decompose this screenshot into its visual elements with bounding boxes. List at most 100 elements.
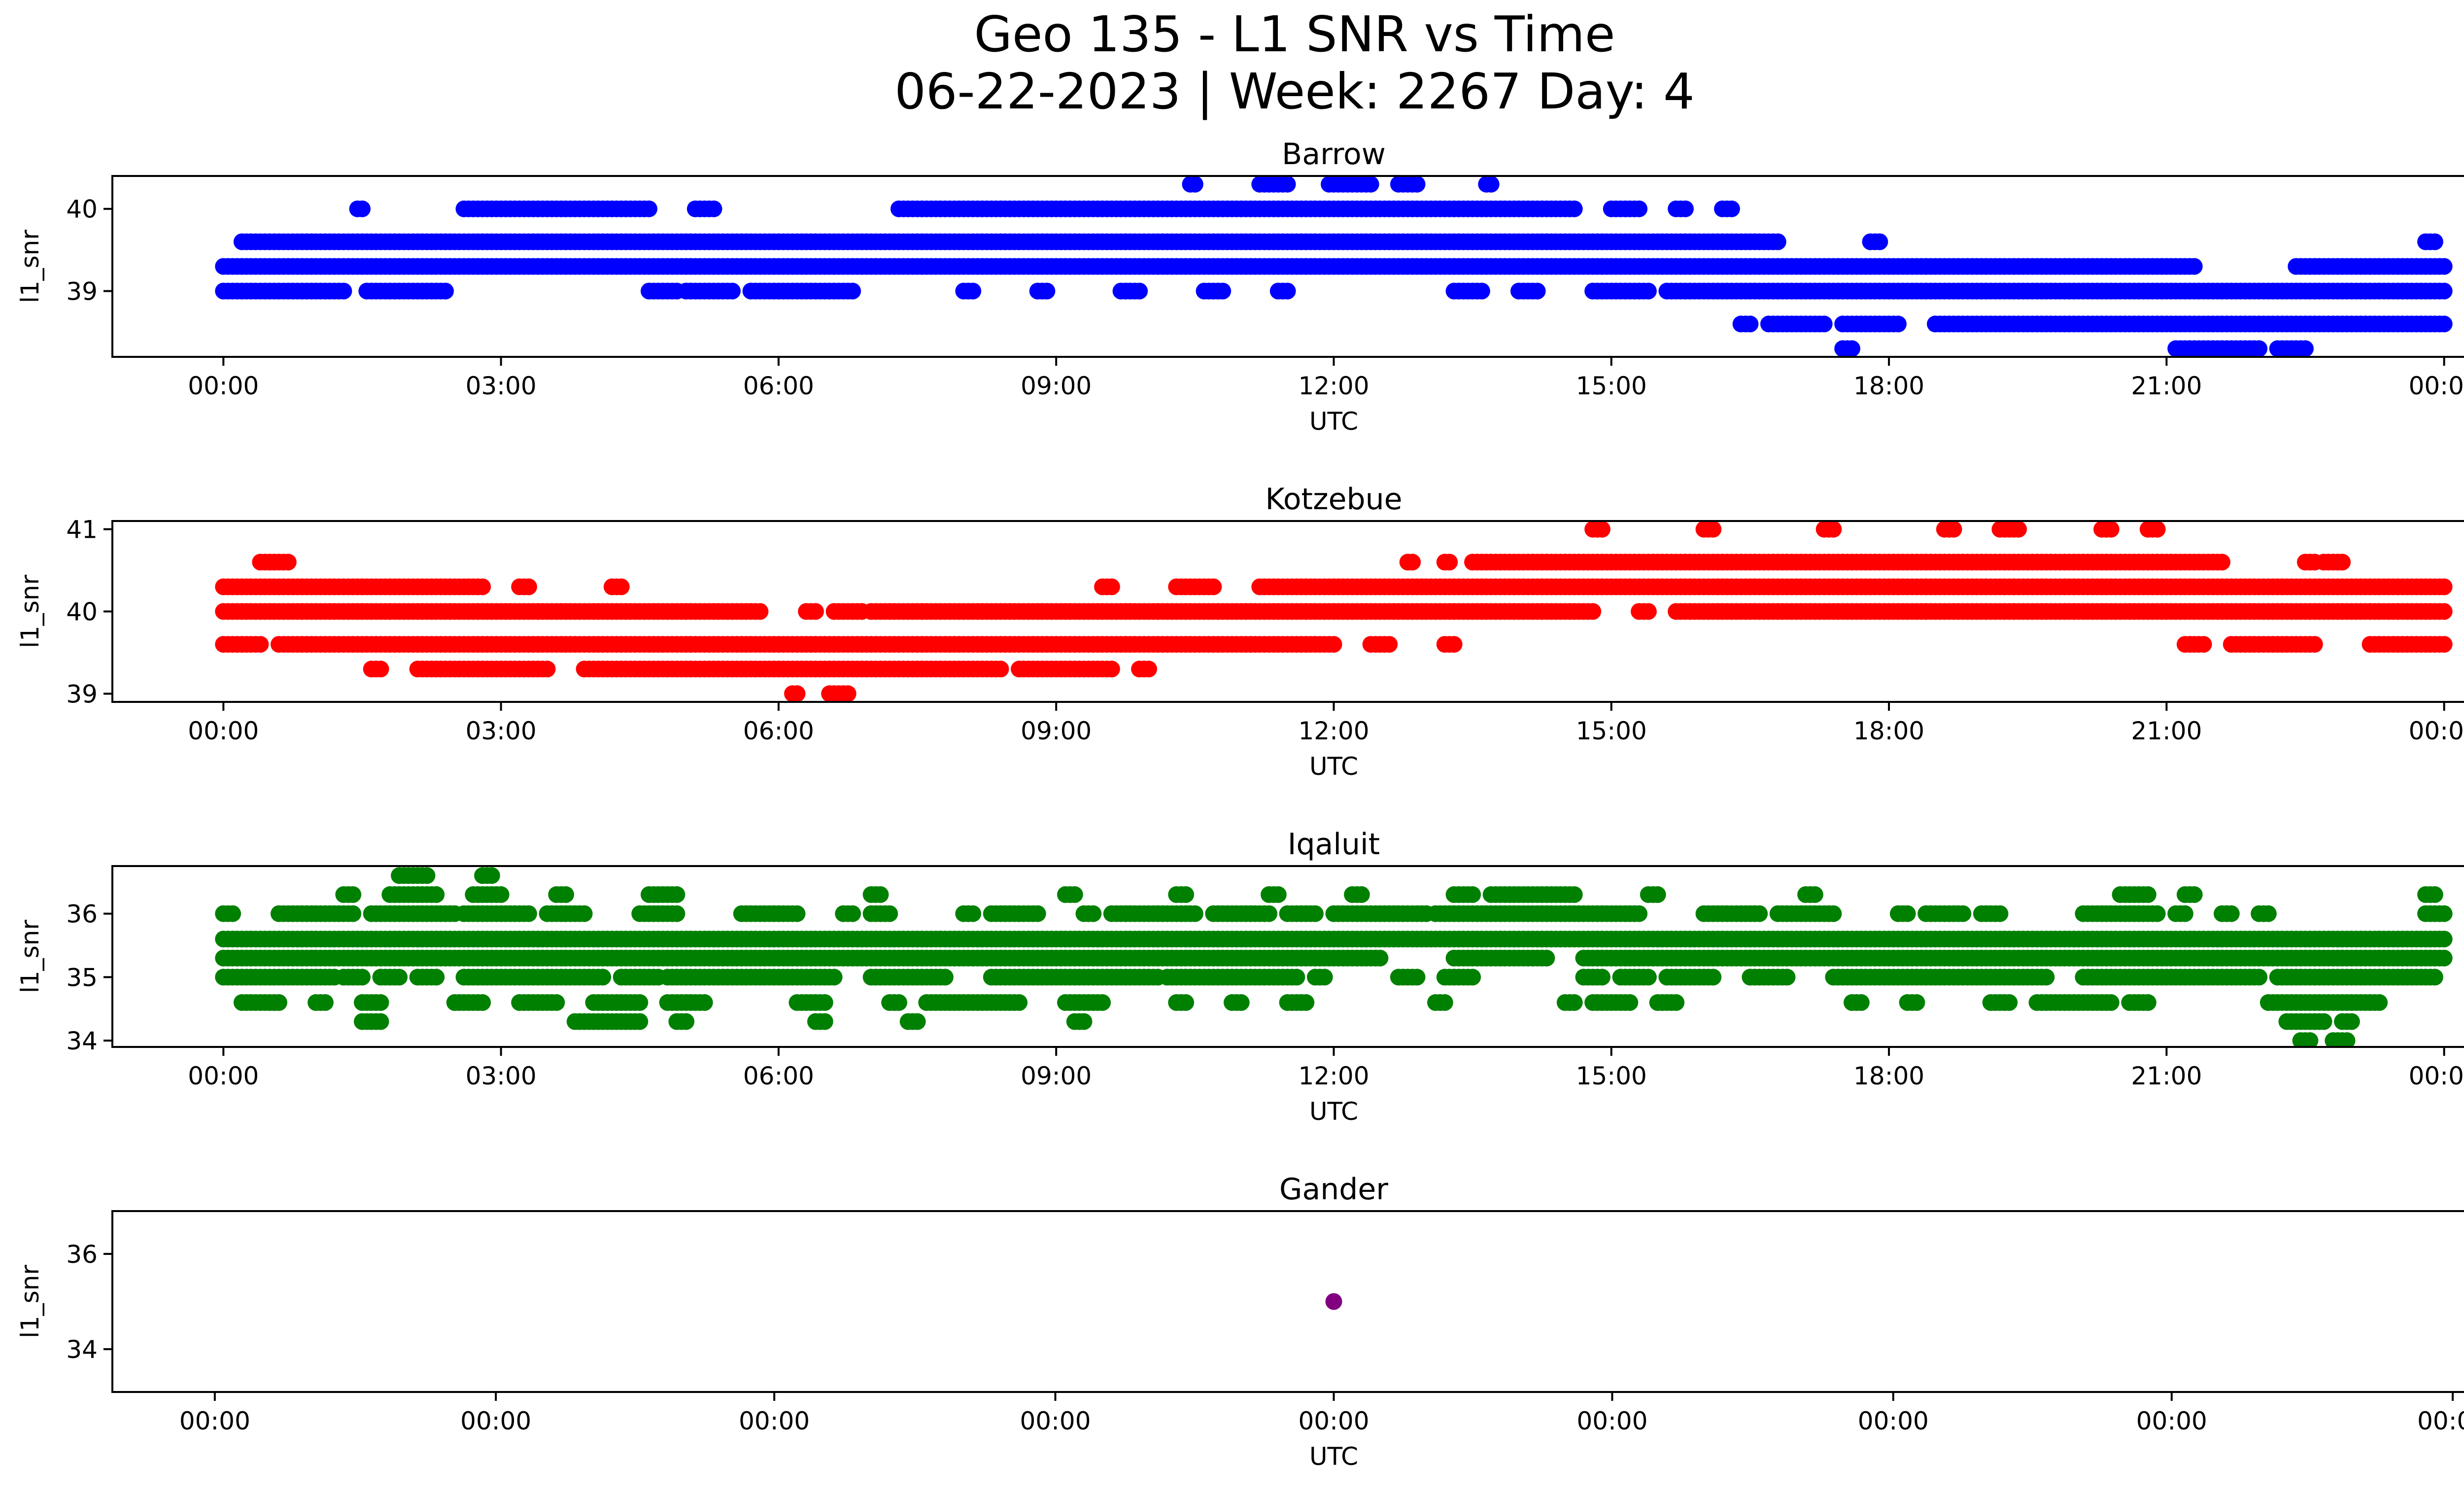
- data-point: [1464, 969, 1481, 986]
- data-point: [474, 994, 491, 1011]
- data-point: [1279, 176, 1296, 193]
- data-point: [2435, 315, 2453, 333]
- data-point: [2435, 603, 2453, 620]
- data-point: [1353, 886, 1370, 903]
- data-point: [1991, 905, 2009, 922]
- data-point: [788, 685, 806, 702]
- y-axis-label: l1_snr: [16, 230, 44, 303]
- data-point: [807, 603, 824, 620]
- data-point: [1205, 578, 1222, 595]
- data-point: [1566, 886, 1583, 903]
- data-point: [1723, 200, 1740, 217]
- x-tick-label: 18:00: [1853, 1062, 1924, 1090]
- data-point: [1131, 282, 1148, 300]
- x-tick-label: 12:00: [1298, 372, 1369, 400]
- data-point: [1825, 521, 1842, 538]
- data-point: [576, 905, 593, 922]
- data-point: [474, 578, 491, 595]
- data-point: [1186, 176, 1203, 193]
- data-point: [2315, 1013, 2332, 1030]
- data-point: [2435, 949, 2453, 967]
- data-point: [2435, 578, 2453, 595]
- data-point: [2251, 340, 2268, 357]
- figure-title-line2: 06-22-2023 | Week: 2267 Day: 4: [894, 63, 1694, 120]
- data-point: [1594, 969, 1610, 986]
- data-point: [1464, 886, 1481, 903]
- data-point: [1677, 200, 1694, 217]
- data-point: [668, 905, 685, 922]
- data-point: [483, 867, 500, 884]
- y-tick-label: 40: [66, 195, 98, 224]
- data-point: [1742, 315, 1759, 333]
- data-point: [1306, 905, 1324, 922]
- data-point: [1482, 176, 1500, 193]
- data-point: [2102, 994, 2120, 1011]
- subplot-title: Barrow: [1282, 137, 1386, 172]
- y-tick-label: 36: [66, 1240, 98, 1269]
- y-tick-label: 39: [66, 278, 98, 306]
- data-point: [2371, 994, 2388, 1011]
- x-tick-label: 03:00: [466, 717, 537, 745]
- y-tick-label: 34: [66, 1335, 98, 1364]
- y-tick-label: 36: [66, 900, 98, 929]
- x-tick-label: 00:00: [179, 1407, 250, 1435]
- data-point: [1751, 905, 1768, 922]
- data-point: [1899, 905, 1916, 922]
- x-tick-label: 09:00: [1021, 372, 1092, 400]
- data-point: [752, 603, 769, 620]
- data-point: [354, 969, 371, 986]
- data-point: [252, 636, 269, 653]
- x-tick-label: 00:00: [1020, 1407, 1091, 1435]
- data-point: [279, 554, 297, 571]
- data-point: [1075, 1013, 1093, 1030]
- x-tick-label: 06:00: [743, 372, 814, 400]
- data-point: [678, 1013, 695, 1030]
- figure-title-line1: Geo 135 - L1 SNR vs Time: [974, 5, 1615, 63]
- data-point: [881, 905, 898, 922]
- subplot-title: Kotzebue: [1265, 482, 1402, 517]
- data-point: [1085, 905, 1102, 922]
- data-point: [631, 1013, 649, 1030]
- data-point: [1844, 340, 1860, 357]
- data-point: [1538, 949, 1555, 967]
- x-tick-label: 00:00: [2409, 717, 2464, 745]
- data-point: [964, 282, 982, 300]
- data-point: [2435, 931, 2453, 948]
- data-point: [2426, 233, 2443, 250]
- data-point: [788, 905, 806, 922]
- y-tick-label: 34: [66, 1027, 98, 1055]
- y-axis-label: l1_snr: [16, 920, 44, 993]
- data-point: [372, 661, 389, 678]
- data-point: [1371, 949, 1389, 967]
- y-axis-label: l1_snr: [16, 1265, 44, 1338]
- data-point: [2176, 905, 2193, 922]
- data-points: [215, 521, 2453, 702]
- data-point: [548, 994, 565, 1011]
- data-points: [215, 867, 2453, 1047]
- y-tick-label: 41: [66, 516, 98, 544]
- data-point: [844, 282, 861, 300]
- data-point: [372, 994, 389, 1011]
- data-point: [1908, 994, 1925, 1011]
- data-point: [1954, 905, 1972, 922]
- data-point: [1621, 994, 1639, 1011]
- data-point: [1566, 994, 1583, 1011]
- data-point: [1214, 282, 1232, 300]
- data-point: [344, 905, 362, 922]
- data-point: [1529, 282, 1546, 300]
- data-point: [316, 994, 334, 1011]
- data-point: [1269, 886, 1287, 903]
- data-point: [2139, 994, 2156, 1011]
- data-point: [1825, 905, 1842, 922]
- data-point: [2426, 969, 2443, 986]
- data-point: [1594, 521, 1610, 538]
- data-point: [890, 994, 907, 1011]
- x-tick-label: 15:00: [1576, 717, 1647, 745]
- data-point: [492, 886, 510, 903]
- data-point: [2435, 636, 2453, 653]
- data-point: [1566, 200, 1583, 217]
- data-point: [1140, 661, 1157, 678]
- data-point: [1011, 994, 1028, 1011]
- x-tick-label: 09:00: [1021, 1062, 1092, 1090]
